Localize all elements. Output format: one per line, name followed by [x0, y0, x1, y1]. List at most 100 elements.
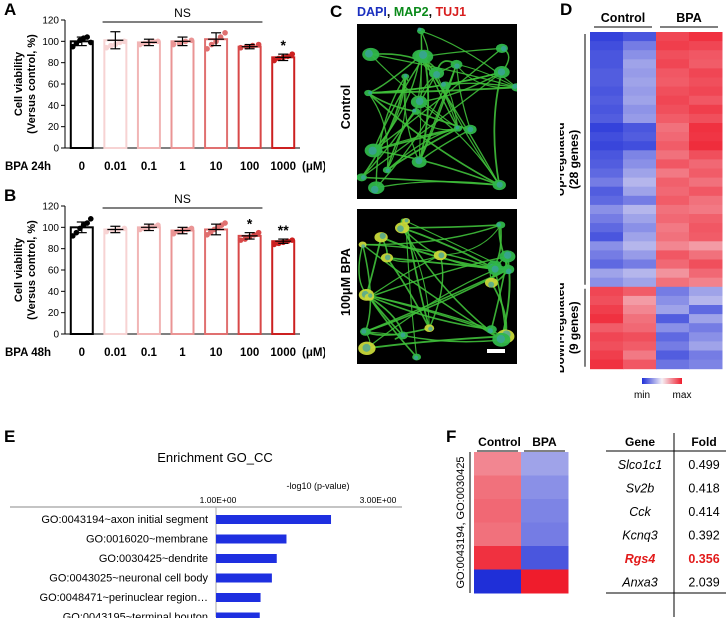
group-label-line: (9 genes): [567, 301, 581, 354]
go-bar: [216, 573, 272, 583]
heatmap-cell: [656, 204, 690, 215]
neurite: [402, 224, 501, 229]
nucleus: [368, 293, 373, 298]
fold-value: 0.418: [688, 482, 719, 496]
data-point: [271, 57, 278, 64]
y-tick-label: 40: [48, 101, 60, 112]
nucleus: [397, 225, 404, 232]
heatmap-f: Control BPA GO:0043194, GO:0030425: [455, 435, 569, 594]
heatmap-cell: [623, 323, 657, 333]
x-tick-label: 1000: [270, 347, 296, 359]
x-unit: (μM): [302, 347, 325, 359]
nucleus: [400, 332, 406, 338]
y-axis-label-line: Cell viability: [13, 237, 25, 302]
heatmap-cell: [623, 77, 657, 88]
heatmap-cell: [656, 177, 690, 188]
heatmap-cell: [689, 132, 723, 142]
data-point: [155, 38, 161, 45]
nucleus: [428, 326, 433, 332]
nucleus: [433, 71, 441, 79]
x-tick-label: 0.1: [141, 161, 158, 173]
heatmap-cell: [623, 59, 657, 69]
nucleus: [512, 84, 517, 89]
heatmap-cell: [689, 214, 723, 224]
heatmap-cell: [590, 286, 624, 297]
y-tick-label: 80: [48, 244, 60, 255]
heatmap-cell: [590, 359, 624, 370]
heatmap-cell: [623, 223, 657, 233]
heatmap-cell: [689, 286, 723, 297]
legend-min-label: min: [634, 390, 650, 401]
fold-value: 0.414: [688, 505, 719, 519]
data-point: [176, 40, 183, 47]
nucleus: [417, 27, 422, 32]
heatmap-cell: [623, 50, 657, 60]
heatmap-cell: [656, 59, 690, 69]
nucleus: [379, 232, 386, 239]
data-point: [73, 229, 80, 236]
nucleus: [364, 49, 373, 58]
neurite: [418, 64, 458, 163]
y-tick-label: 120: [42, 16, 59, 27]
heatmap-cell: [689, 123, 723, 133]
neurite: [376, 180, 500, 189]
neurite: [361, 176, 500, 186]
data-point: [217, 34, 224, 40]
go-bar: [216, 612, 260, 618]
neurite: [418, 101, 500, 186]
neurite: [401, 227, 497, 271]
heatmap-cell: [656, 113, 690, 124]
heatmap-cell: [656, 214, 690, 224]
heatmap-cell: [656, 295, 690, 306]
heatmap-cell: [623, 241, 657, 251]
nucleus: [415, 97, 424, 106]
heatmap-cell: [590, 332, 624, 342]
heatmap-cell: [689, 250, 723, 260]
heatmap-cell: [623, 68, 657, 78]
data-point: [170, 230, 177, 237]
y-tick-label: 20: [48, 308, 60, 319]
heatmap-cell: [656, 305, 690, 315]
nucleus: [404, 218, 409, 223]
x-unit: (μM): [302, 161, 325, 173]
data-point: [249, 42, 256, 49]
y-tick-label: 20: [48, 122, 60, 133]
heatmap-cell: [689, 186, 723, 197]
heatmap-cell: [590, 305, 624, 315]
heatmap-cell: [689, 59, 723, 69]
x-tick-label: 0: [79, 347, 85, 359]
heatmap-cell: [689, 141, 723, 151]
heatmap-cell: [656, 323, 690, 333]
heatmap-cell: [689, 50, 723, 60]
neurite: [365, 237, 382, 296]
data-point: [170, 41, 177, 48]
data-point: [103, 44, 110, 51]
neurite: [386, 127, 459, 171]
panel-label-d: D: [560, 0, 573, 19]
column-label: Control: [478, 435, 521, 449]
nucleus: [361, 328, 367, 334]
heatmap-cell: [590, 123, 624, 133]
gene-name: Cck: [629, 505, 651, 519]
heatmap-cell: [656, 232, 690, 242]
data-point: [188, 225, 195, 232]
nucleus: [384, 254, 391, 261]
micrograph-control: [357, 24, 517, 199]
heatmap-cell: [623, 113, 657, 124]
fold-value: 0.499: [688, 458, 719, 472]
panel-label-f: F: [446, 427, 457, 446]
y-axis-label-line: Cell viability: [13, 51, 25, 116]
data-point: [207, 229, 214, 236]
nucleus: [491, 265, 499, 273]
x-tick-label: 1000: [270, 161, 296, 173]
data-point: [121, 225, 128, 232]
y-tick-label: 60: [48, 266, 60, 277]
bar: [103, 39, 128, 149]
heatmap-cell: [656, 32, 690, 42]
bar: [204, 228, 229, 335]
heatmap-cell: [623, 259, 657, 270]
heatmap-cell: [623, 232, 657, 242]
gene-name: Slco1c1: [618, 458, 662, 472]
nucleus: [488, 281, 495, 288]
scale-bar: [487, 349, 505, 353]
